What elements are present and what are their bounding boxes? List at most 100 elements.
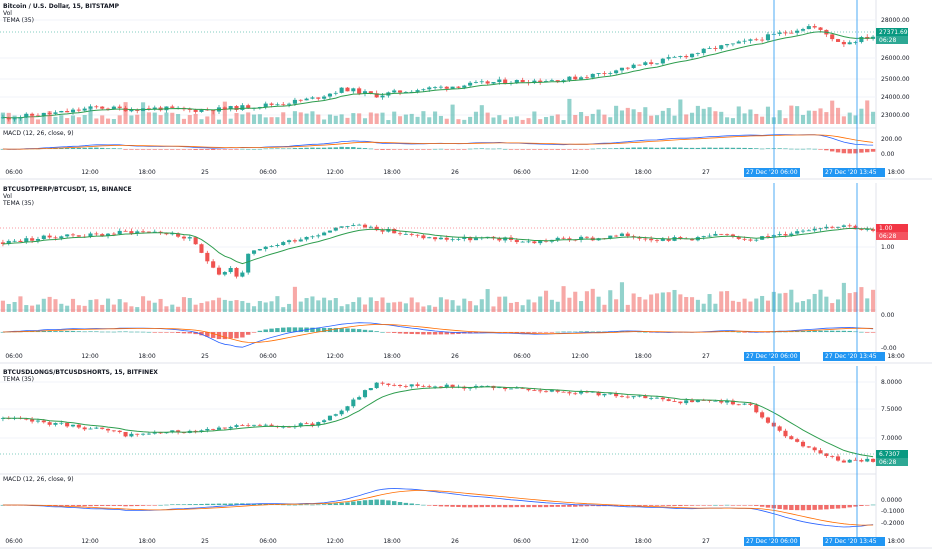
macd-histogram-bar xyxy=(374,149,379,150)
macd-histogram-bar xyxy=(205,149,210,150)
macd-histogram-bar xyxy=(53,331,58,332)
volume-bar xyxy=(380,112,385,124)
macd-histogram-bar xyxy=(719,147,724,149)
time-tick-label: 06:00 xyxy=(5,169,23,176)
macd-histogram-bar xyxy=(742,147,747,149)
volume-bar xyxy=(322,119,327,124)
volume-bar xyxy=(158,298,163,312)
time-tick-label: 18:00 xyxy=(887,353,905,360)
volume-bar xyxy=(158,115,163,124)
candle-body xyxy=(339,87,344,93)
candle-body xyxy=(30,238,35,241)
indicator-label: Vol xyxy=(3,10,12,17)
cursor-time-tag xyxy=(823,352,885,361)
macd-histogram-bar xyxy=(199,332,204,336)
macd-histogram-bar xyxy=(356,147,362,149)
macd-histogram-bar xyxy=(549,332,555,333)
candle-body xyxy=(754,239,759,241)
volume-bar xyxy=(135,114,140,124)
volume-bar xyxy=(269,117,274,124)
macd-histogram-bar xyxy=(140,505,146,506)
countdown-tag xyxy=(876,232,908,240)
volume-bar xyxy=(199,119,204,124)
macd-histogram-bar xyxy=(859,505,864,506)
macd-histogram-bar xyxy=(841,505,847,509)
candle-body xyxy=(251,250,257,254)
macd-histogram-bar xyxy=(409,149,414,150)
volume-bar xyxy=(678,294,683,312)
macd-histogram-bar xyxy=(351,501,356,505)
candle-body xyxy=(707,235,712,237)
macd-histogram-bar xyxy=(146,331,152,333)
candle-body xyxy=(859,229,864,231)
volume-bar xyxy=(719,111,724,124)
volume-bar xyxy=(783,118,788,124)
macd-histogram-bar xyxy=(88,147,93,149)
candle-body xyxy=(783,430,788,437)
candle-body xyxy=(281,104,286,106)
volume-bar xyxy=(444,118,449,124)
macd-histogram-bar xyxy=(654,505,660,506)
macd-histogram-bar xyxy=(748,505,753,506)
candle-body xyxy=(567,76,572,81)
cursor-time-tag xyxy=(744,168,800,177)
indicator-label: Vol xyxy=(3,193,12,200)
candle-body xyxy=(427,237,432,239)
candle-body xyxy=(146,108,151,110)
candle-body xyxy=(631,396,636,398)
volume-bar xyxy=(584,116,589,124)
volume-bar xyxy=(35,119,41,124)
candle-body xyxy=(205,252,210,262)
candle-body xyxy=(316,422,321,426)
candle-body xyxy=(129,109,134,112)
macd-histogram-bar xyxy=(292,327,298,332)
macd-histogram-bar xyxy=(210,149,216,150)
candle-body xyxy=(392,384,397,386)
volume-bar xyxy=(678,99,683,124)
volume-bar xyxy=(415,302,420,312)
candle-body xyxy=(135,109,140,111)
candle-body xyxy=(368,226,373,228)
candle-body xyxy=(35,420,41,422)
volume-bar xyxy=(468,116,473,124)
volume-bar xyxy=(374,301,379,312)
time-tick-label: 18:00 xyxy=(138,538,156,545)
volume-bar xyxy=(573,114,578,124)
volume-bar xyxy=(409,113,414,124)
tema-line xyxy=(2,31,874,119)
macd-histogram-bar xyxy=(590,331,595,333)
volume-bar xyxy=(397,116,403,124)
macd-histogram-bar xyxy=(672,505,677,506)
candle-body xyxy=(678,56,683,57)
candle-body xyxy=(468,82,473,86)
candle-body xyxy=(24,238,29,242)
macd-histogram-bar xyxy=(333,328,339,332)
volume-bar xyxy=(450,300,455,312)
volume-bar xyxy=(287,117,292,124)
candle-body xyxy=(795,439,800,442)
volume-bar xyxy=(835,299,841,312)
candle-body xyxy=(228,267,233,273)
macd-histogram-bar xyxy=(537,505,543,508)
macd-histogram-bar xyxy=(537,332,543,333)
candle-body xyxy=(298,99,303,101)
candle-body xyxy=(129,231,134,234)
macd-histogram-bar xyxy=(765,505,771,508)
macd-histogram-bar xyxy=(543,149,549,150)
candle-body xyxy=(625,67,630,69)
macd-histogram-bar xyxy=(835,505,841,509)
candle-body xyxy=(806,446,811,448)
candle-body xyxy=(222,272,227,275)
candle-body xyxy=(193,237,198,245)
candle-body xyxy=(871,458,876,462)
macd-histogram-bar xyxy=(800,330,806,332)
macd-histogram-bar xyxy=(292,504,298,506)
macd-histogram-bar xyxy=(99,505,105,506)
candle-body xyxy=(246,425,251,427)
candle-body xyxy=(701,48,706,54)
candle-body xyxy=(409,384,414,387)
candle-body xyxy=(806,26,811,30)
time-tick-label: 06:00 xyxy=(5,538,23,545)
volume-bar xyxy=(602,304,607,312)
